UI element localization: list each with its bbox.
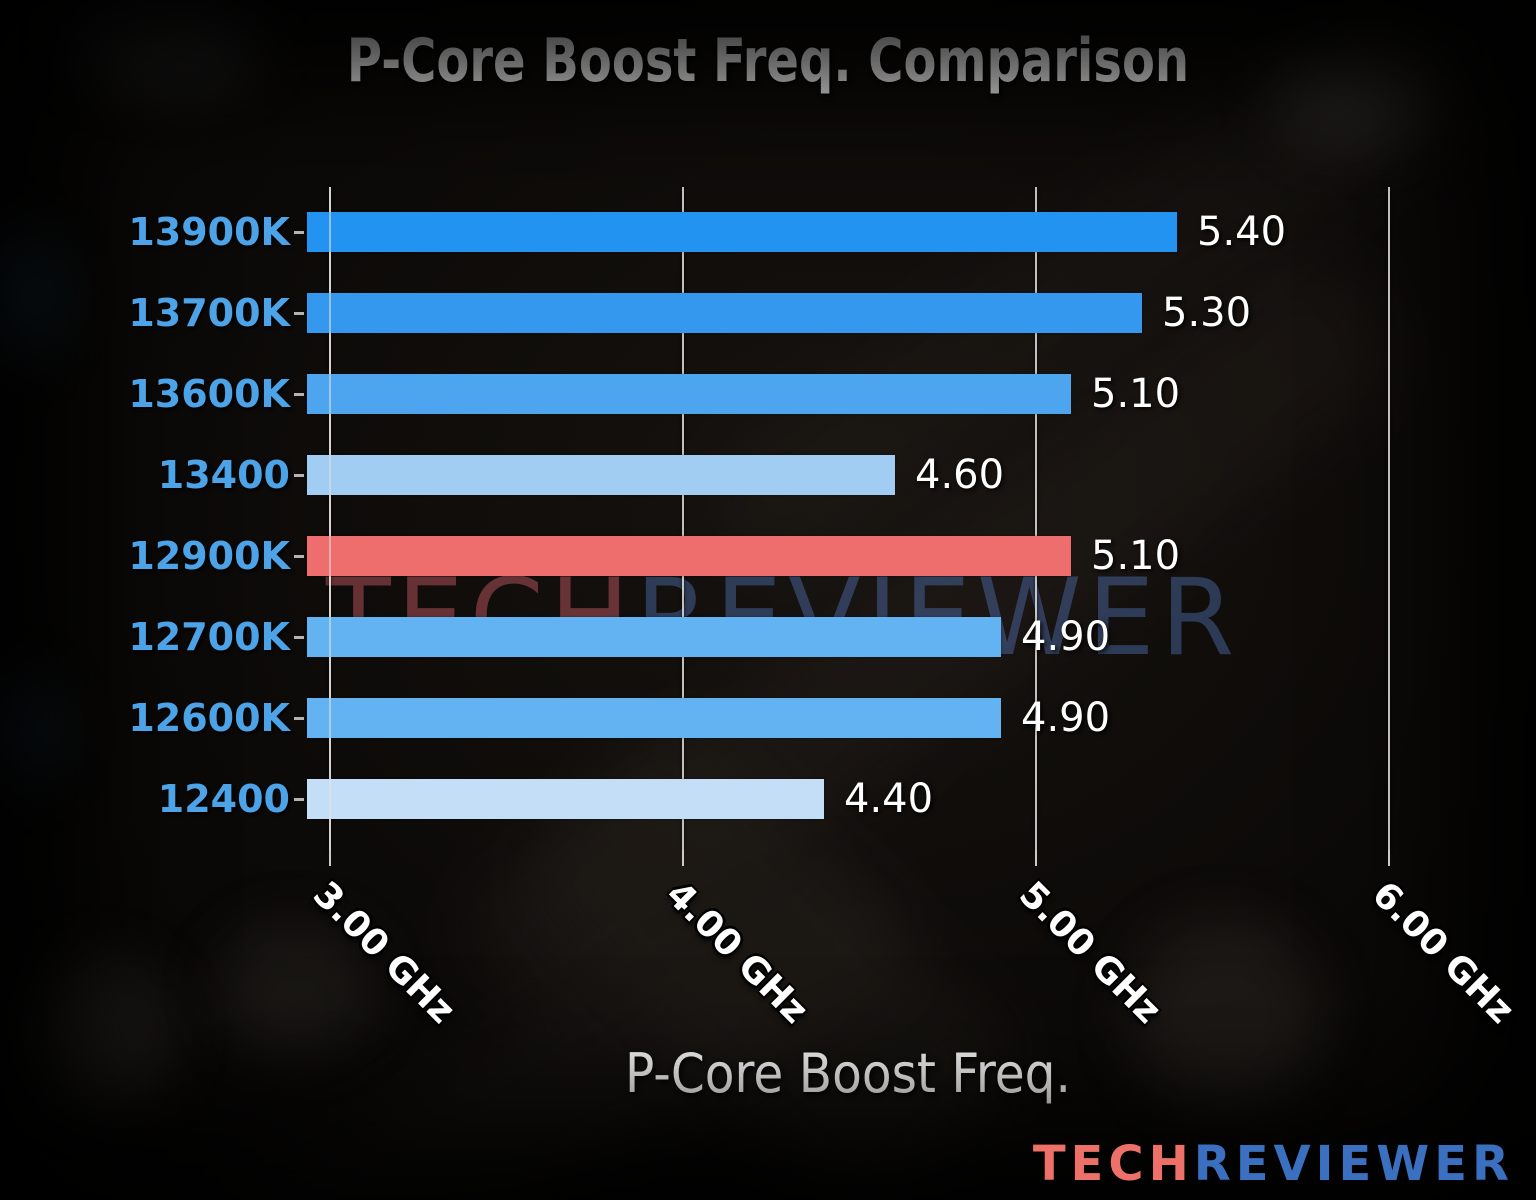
chart-title: P-Core Boost Freq. Comparison <box>346 26 1190 96</box>
bar-12700k <box>307 617 1001 657</box>
value-label-13400: 4.60 <box>915 452 1005 498</box>
x-tick-label: 5.00 GHz <box>1011 874 1169 1032</box>
background-blob <box>0 680 55 780</box>
y-tick-mark <box>294 474 304 477</box>
y-tick-mark <box>294 555 304 558</box>
category-label-13400: 13400 <box>157 453 290 497</box>
bar-12600k <box>307 698 1001 738</box>
y-tick-mark <box>294 231 304 234</box>
bar-13600k <box>307 374 1071 414</box>
value-label-13600k: 5.10 <box>1091 371 1181 417</box>
gridline-6.00-ghz <box>1388 187 1390 850</box>
background-blob <box>70 0 260 90</box>
value-label-12600k: 4.90 <box>1021 695 1111 741</box>
x-axis-label: P-Core Boost Freq. <box>625 1042 1071 1105</box>
bar-13900k <box>307 212 1177 252</box>
x-tick-mark <box>682 850 684 866</box>
y-tick-mark <box>294 393 304 396</box>
category-label-13700k: 13700K <box>128 291 290 335</box>
y-tick-mark <box>294 717 304 720</box>
category-label-12900k: 12900K <box>128 534 290 578</box>
category-label-12600k: 12600K <box>128 696 290 740</box>
brand-logo-reviewer: REVIEWER <box>1193 1136 1514 1192</box>
x-tick-mark <box>1035 850 1037 866</box>
value-label-12900k: 5.10 <box>1091 533 1181 579</box>
background-blob <box>1130 920 1320 1110</box>
y-tick-mark <box>294 312 304 315</box>
value-label-12700k: 4.90 <box>1021 614 1111 660</box>
brand-logo-tech: TECH <box>1032 1136 1194 1192</box>
bar-12400 <box>307 779 824 819</box>
x-tick-mark <box>329 850 331 866</box>
y-tick-mark <box>294 798 304 801</box>
bar-13400 <box>307 455 895 495</box>
axis-baseline <box>329 187 331 850</box>
bar-12900k <box>307 536 1071 576</box>
bar-13700k <box>307 293 1142 333</box>
gridline-4.00-ghz <box>682 187 684 850</box>
y-tick-mark <box>294 636 304 639</box>
value-label-12400: 4.40 <box>844 776 934 822</box>
value-label-13900k: 5.40 <box>1197 209 1287 255</box>
background-blob <box>25 960 175 1110</box>
category-label-12400: 12400 <box>157 777 290 821</box>
x-tick-mark <box>1388 850 1390 866</box>
background-blob <box>1270 50 1430 145</box>
category-label-12700k: 12700K <box>128 615 290 659</box>
value-label-13700k: 5.30 <box>1162 290 1252 336</box>
x-tick-label: 6.00 GHz <box>1364 874 1522 1032</box>
background-blob <box>215 925 375 1055</box>
category-label-13900k: 13900K <box>128 210 290 254</box>
category-label-13600k: 13600K <box>128 372 290 416</box>
gridline-5.00-ghz <box>1035 187 1037 850</box>
brand-logo: TECHREVIEWER <box>1033 1136 1514 1192</box>
